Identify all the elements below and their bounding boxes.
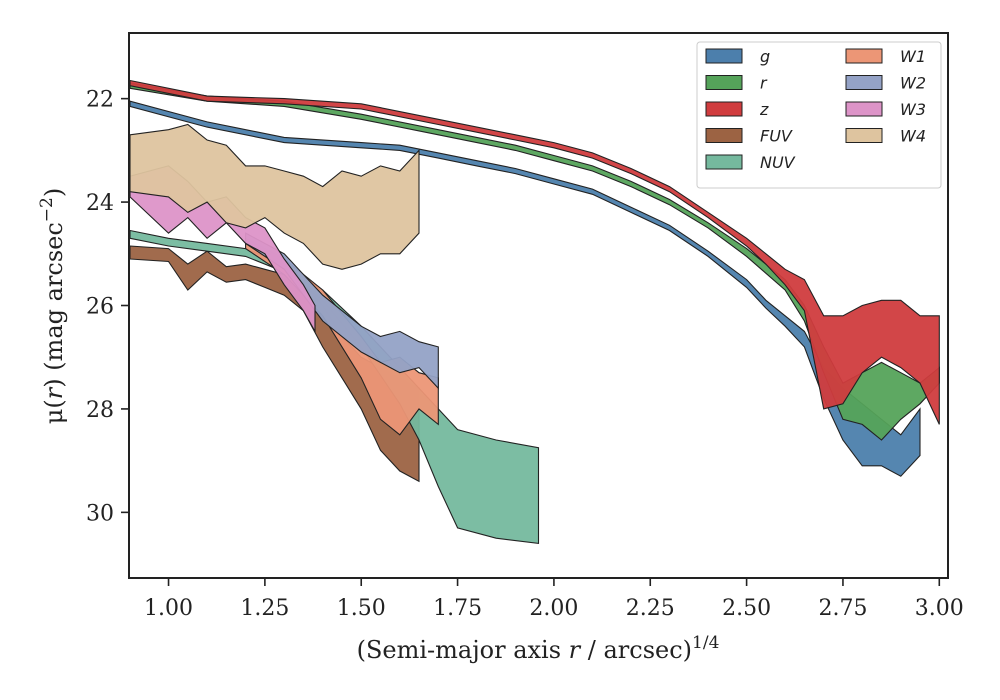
- x-axis-label: (Semi-major axis r / arcsec)1/4: [357, 633, 720, 664]
- legend-label-w1: W1: [900, 47, 926, 66]
- x-label-mid: / arcsec): [580, 636, 692, 664]
- x-tick-label: 2.00: [529, 596, 578, 621]
- y-tick-label: 26: [86, 295, 114, 320]
- legend-swatch-w2: [845, 75, 883, 90]
- y-label-var: r: [40, 386, 68, 399]
- x-tick-label: 1.75: [433, 596, 482, 621]
- legend-label-r: r: [760, 74, 768, 93]
- legend-label-w4: W4: [900, 127, 926, 146]
- y-label-close: ) (mag arcsec: [40, 222, 68, 388]
- band-z: [130, 79, 940, 425]
- legend-swatch-g: [705, 48, 743, 64]
- y-label-end: ): [40, 188, 68, 197]
- y-tick-label: 24: [86, 191, 114, 216]
- y-tick-label: 22: [86, 88, 114, 113]
- legend-swatch-w1: [845, 48, 883, 64]
- y-axis-label: μ(r) (mag arcsec−2): [37, 188, 68, 425]
- legend-swatch-nuv: [705, 154, 743, 170]
- legend-label-w2: W2: [900, 74, 926, 93]
- legend-swatch-w3: [845, 101, 883, 117]
- x-tick-label: 1.00: [144, 596, 193, 621]
- legend-swatch-fuv: [705, 128, 743, 143]
- y-label-mu: μ(: [40, 399, 68, 424]
- x-axis: 1.00 1.25 1.50 1.75 2.00 2.25 2.50 2.75 3.00: [144, 578, 964, 621]
- legend-label-g: g: [760, 47, 770, 66]
- x-label-exponent: 1/4: [692, 633, 719, 653]
- band-layer: [130, 79, 940, 545]
- legend-label-fuv: FUV: [760, 127, 793, 146]
- x-tick-label: 1.50: [337, 596, 386, 621]
- legend-label-nuv: NUV: [760, 153, 796, 172]
- legend-label-z: z: [759, 100, 769, 119]
- x-label-open: (Semi-major axis: [357, 636, 569, 664]
- legend: grz FUV NUV W1 W2 W3 W4: [696, 41, 942, 189]
- band-w4: [130, 123, 420, 270]
- x-label-var: r: [569, 636, 582, 664]
- y-axis: 22 24 26 28 30: [86, 88, 129, 526]
- legend-swatch-z: [705, 101, 743, 117]
- legend-label-w3: W3: [900, 100, 926, 119]
- y-tick-label: 30: [86, 501, 114, 526]
- legend-swatch-r: [705, 75, 743, 90]
- legend-swatch-w4: [845, 128, 883, 143]
- x-tick-label: 3.00: [915, 596, 964, 621]
- y-tick-label: 28: [86, 398, 114, 423]
- band-g: [130, 100, 921, 477]
- y-label-exponent: −2: [37, 197, 57, 222]
- x-tick-label: 1.25: [240, 596, 289, 621]
- x-tick-label: 2.25: [626, 596, 675, 621]
- x-tick-label: 2.75: [818, 596, 867, 621]
- x-tick-label: 2.50: [722, 596, 771, 621]
